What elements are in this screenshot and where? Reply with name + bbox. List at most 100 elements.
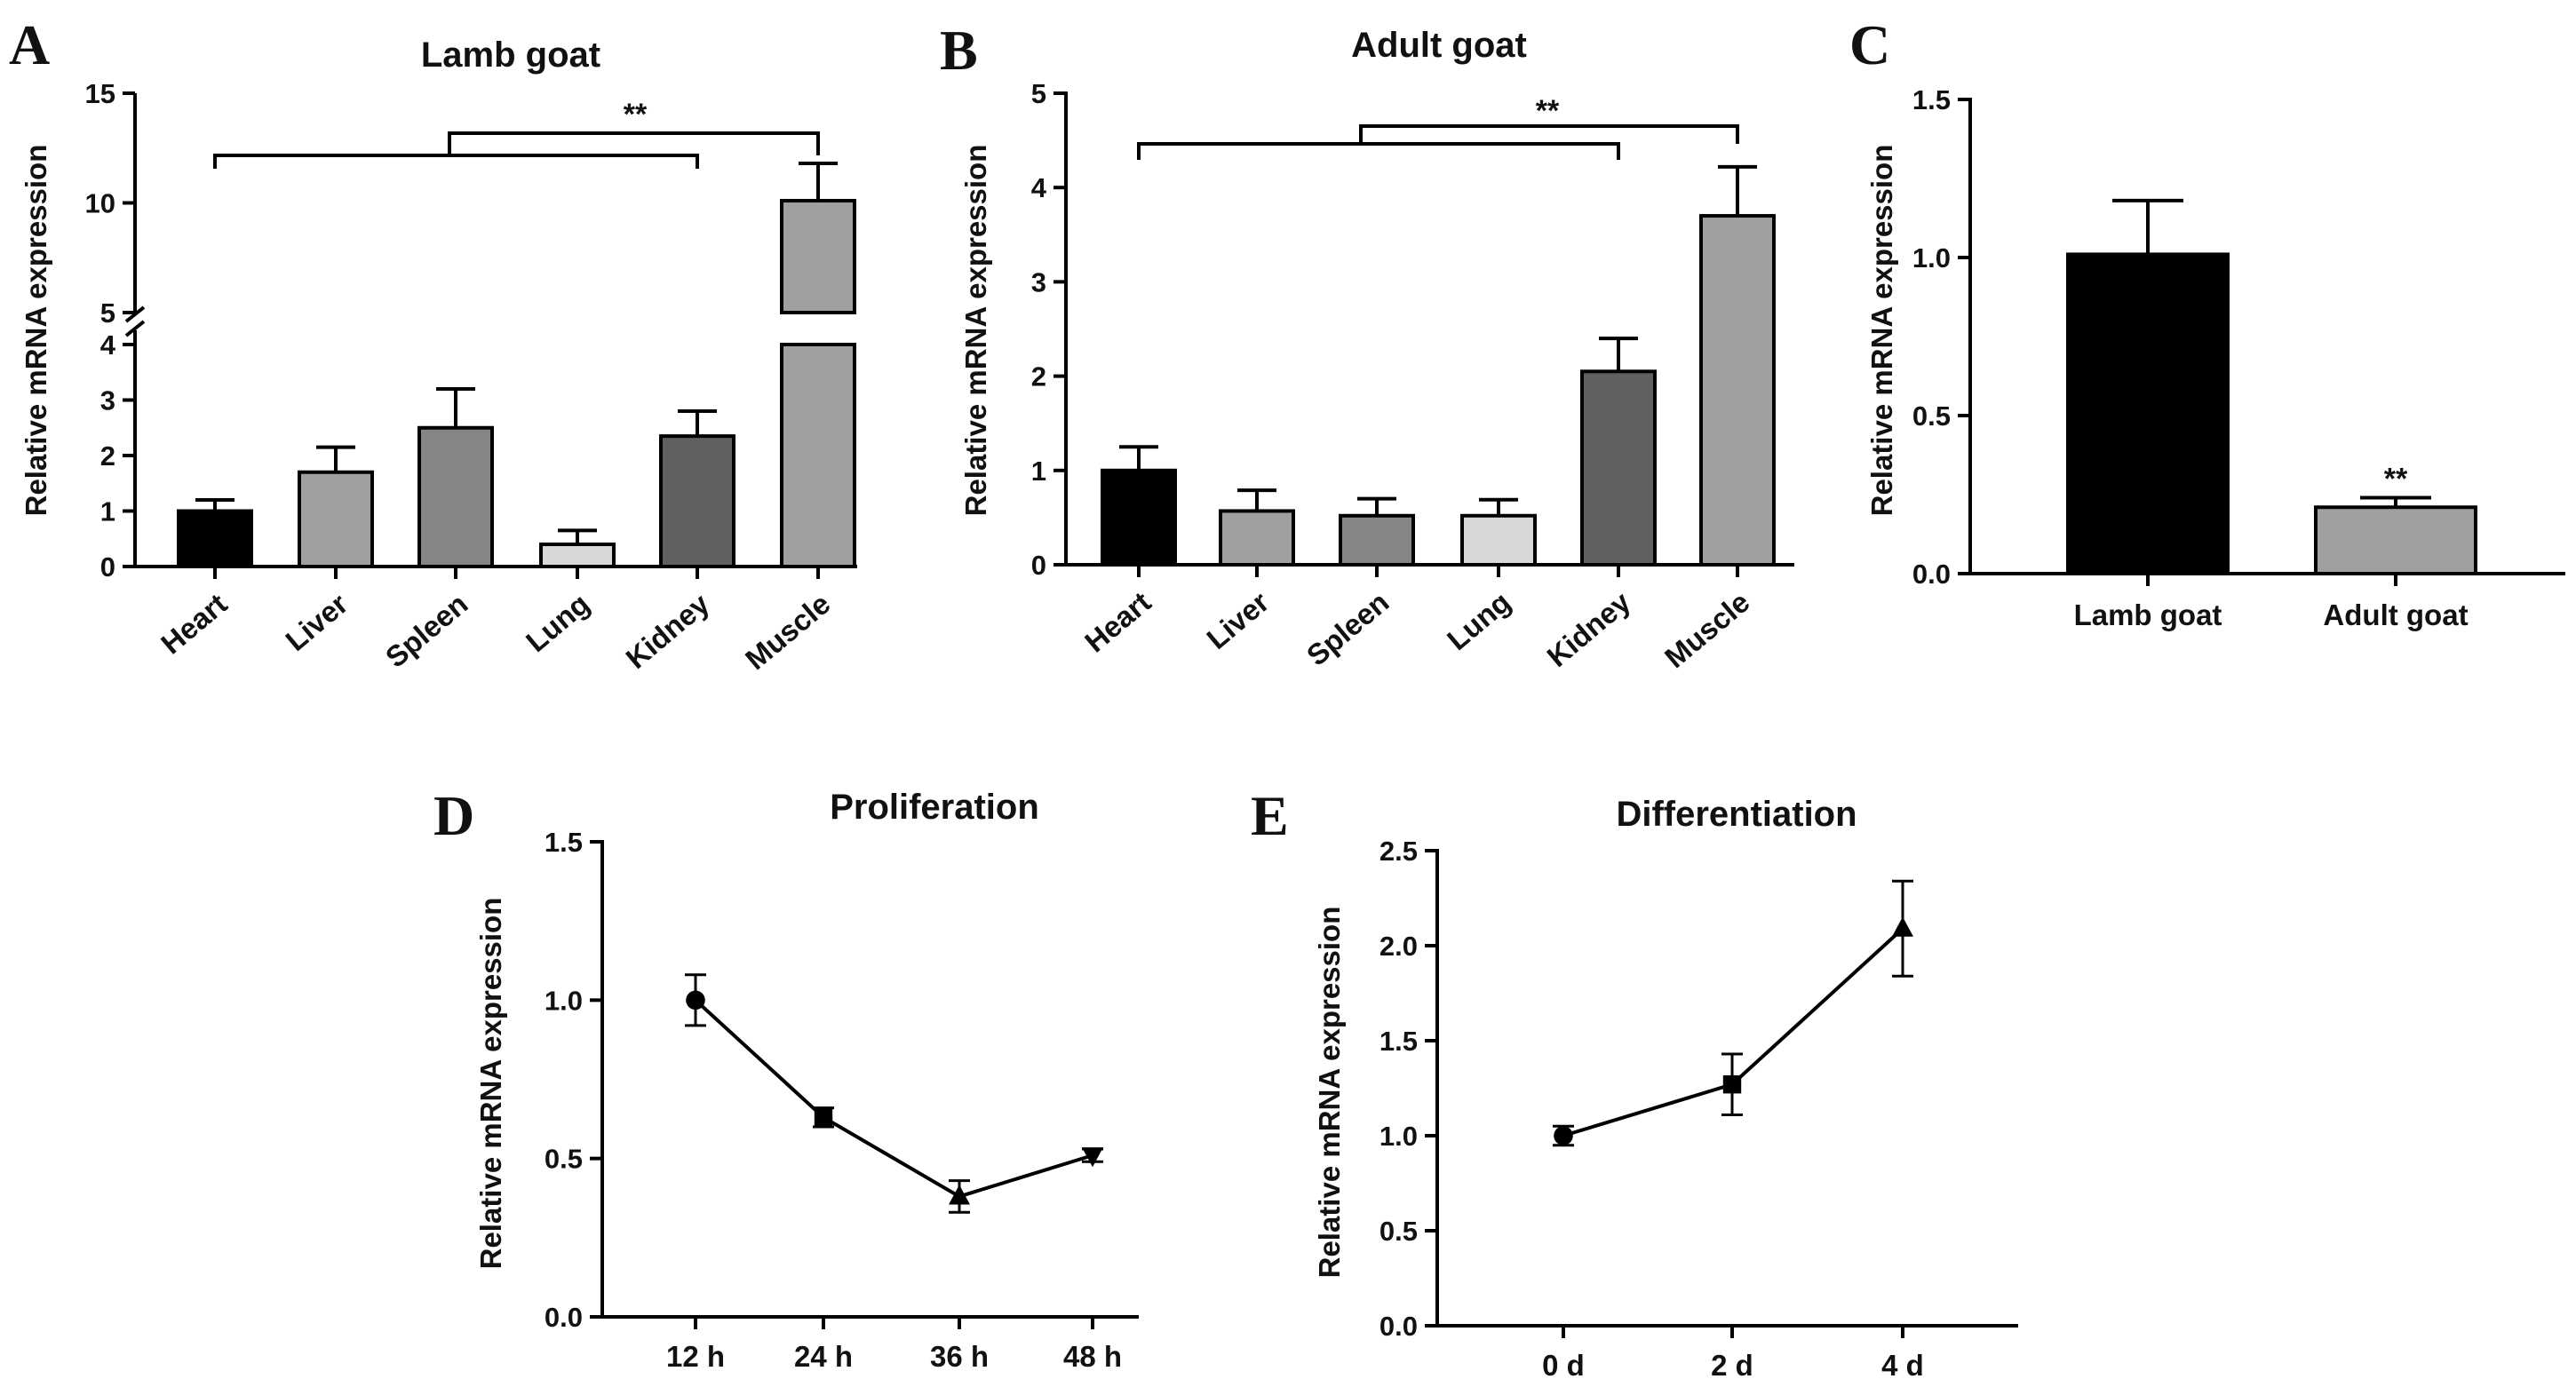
y-tick-label: 1.0 (545, 985, 583, 1016)
y-tick-label: 1 (100, 496, 115, 527)
chart-panel-c: Relative mRNA expression 0.0 0.5 1.0 1.5 Lam… (1865, 84, 2565, 631)
bar (298, 470, 374, 568)
x-tick-label: Muscle (1658, 585, 1755, 674)
data-point-triangle (1892, 916, 1913, 937)
y-tick-label: 3 (1031, 266, 1046, 297)
bar (417, 425, 494, 568)
chart-panel-b: Adult goat Relative mRNA expression 0 1 2 3… (959, 26, 1794, 674)
axis-break-mark-lower (124, 320, 146, 337)
bar (1101, 468, 1177, 567)
x-tick-label: Liver (279, 587, 354, 657)
y-tick-label: 1 (1031, 456, 1046, 487)
bar (2066, 252, 2230, 575)
bar (1219, 509, 1295, 567)
y-tick-label: 3 (100, 385, 115, 416)
panel-letter-c: C (1849, 13, 1890, 76)
y-tick-label: 0.0 (1379, 1311, 1418, 1342)
significance-bracket-lower (213, 154, 699, 169)
x-tick-label: Kidney (619, 587, 716, 675)
x-tick-label: Muscle (739, 587, 836, 676)
y-tick-label: 0 (1031, 550, 1046, 581)
chart-panel-e: Differentiation Relative mRNA expression… (1313, 795, 2018, 1382)
bar (659, 434, 735, 568)
bar (1339, 513, 1415, 567)
bar (1580, 369, 1657, 567)
x-tick-label: 24 h (794, 1340, 853, 1373)
x-tick-label: 48 h (1063, 1340, 1122, 1373)
x-tick-label: Lamb goat (2074, 598, 2222, 631)
y-tick-label: 5 (100, 297, 115, 329)
y-tick-label: 15 (85, 78, 115, 109)
significance-label: ** (2384, 463, 2408, 496)
chart-title-b: Adult goat (1351, 26, 1527, 65)
y-tick-label: 0.0 (1912, 559, 1951, 590)
bar (177, 509, 253, 568)
significance-bracket-lower (1137, 142, 1620, 160)
data-point-square (1722, 1075, 1742, 1094)
y-tick-label: 1.0 (1379, 1121, 1418, 1152)
x-tick-label: Lung (520, 587, 596, 658)
y-tick-label: 0.5 (1379, 1216, 1418, 1247)
x-tick-label: 4 d (1881, 1349, 1924, 1382)
x-tick-label: Spleen (379, 587, 474, 674)
panel-letter-e: E (1251, 784, 1289, 847)
data-point-triangle-down (1082, 1147, 1103, 1168)
data-point-circle (686, 990, 705, 1011)
y-tick-label: 4 (100, 329, 116, 361)
chart-title-a: Lamb goat (421, 36, 600, 75)
chart-title-e: Differentiation (1616, 795, 1856, 834)
panel-letter-b: B (940, 19, 978, 82)
x-tick-label: Spleen (1300, 585, 1395, 672)
y-axis-label-a: Relative mRNA expression (20, 145, 52, 517)
x-tick-label: Lung (1441, 585, 1517, 656)
y-tick-label: 1.0 (1912, 242, 1951, 273)
bar (1460, 513, 1537, 567)
data-point-triangle (949, 1185, 970, 1205)
chart-panel-a: Lamb goat Relative mRNA expression 0 1 2 3 4… (20, 36, 857, 676)
panel-letter-a: A (9, 13, 50, 76)
x-tick-label: Kidney (1540, 585, 1637, 673)
y-tick-label: 1.5 (545, 827, 583, 858)
y-tick-label: 2.5 (1379, 836, 1418, 867)
y-tick-label: 1.5 (1912, 84, 1951, 115)
y-axis-label-c: Relative mRNA expression (1865, 145, 1898, 517)
series-line (694, 998, 1093, 1199)
y-axis-label-d: Relative mRNA expression (474, 898, 507, 1270)
x-tick-label: 36 h (930, 1340, 989, 1373)
chart-panel-d: Proliferation Relative mRNA expression 0… (474, 788, 1139, 1373)
bar (1699, 214, 1776, 567)
x-tick-label: Liver (1200, 585, 1275, 655)
significance-label: ** (1536, 94, 1560, 128)
y-tick-label: 0.0 (545, 1302, 583, 1333)
bar (539, 543, 616, 568)
x-tick-label: Heart (1078, 585, 1157, 659)
y-tick-label: 2.0 (1379, 931, 1418, 962)
data-point-square (814, 1108, 833, 1127)
significance-bracket-upper (448, 131, 820, 155)
x-tick-label: 0 d (1542, 1349, 1585, 1382)
x-tick-label: 2 d (1711, 1349, 1753, 1382)
chart-title-d: Proliferation (830, 788, 1039, 827)
y-tick-label: 10 (85, 188, 115, 219)
y-tick-label: 0 (100, 551, 115, 583)
x-tick-label: Heart (155, 587, 233, 661)
bar (2314, 505, 2477, 575)
bar-lower-segment (780, 343, 856, 568)
y-tick-label: 0.5 (545, 1144, 583, 1175)
y-tick-label: 2 (1031, 361, 1046, 392)
data-point-circle (1554, 1126, 1573, 1145)
significance-label: ** (624, 98, 648, 131)
panel-letter-d: D (433, 784, 474, 847)
y-tick-label: 2 (100, 440, 115, 472)
y-axis-label-b: Relative mRNA expression (959, 145, 992, 517)
y-tick-label: 0.5 (1912, 400, 1951, 432)
y-tick-label: 1.5 (1379, 1026, 1418, 1057)
y-tick-label: 4 (1031, 172, 1047, 203)
significance-bracket-upper (1359, 124, 1739, 144)
y-axis-label-e: Relative mRNA expression (1313, 907, 1346, 1279)
y-tick-label: 5 (1031, 78, 1046, 109)
bar-upper-segment (780, 199, 856, 314)
x-tick-label: 12 h (666, 1340, 725, 1373)
x-tick-label: Adult goat (2323, 598, 2468, 631)
